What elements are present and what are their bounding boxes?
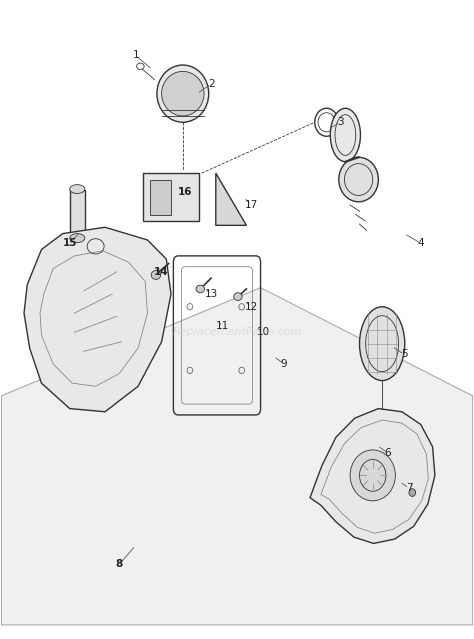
Text: 9: 9 [281, 359, 287, 369]
Polygon shape [1, 288, 473, 625]
Text: 15: 15 [63, 238, 77, 248]
Text: 17: 17 [245, 200, 258, 210]
Text: 5: 5 [401, 350, 408, 360]
Text: 12: 12 [245, 302, 258, 312]
Ellipse shape [330, 108, 360, 162]
Ellipse shape [151, 270, 161, 279]
Bar [150, 180, 171, 215]
Text: 8: 8 [116, 560, 123, 569]
Ellipse shape [162, 72, 204, 116]
Polygon shape [216, 173, 246, 226]
Ellipse shape [350, 450, 395, 501]
Text: 10: 10 [256, 327, 270, 337]
Ellipse shape [157, 65, 209, 122]
Bar [70, 190, 85, 238]
Ellipse shape [196, 285, 204, 293]
Polygon shape [24, 227, 171, 412]
Text: 1: 1 [132, 50, 139, 61]
Text: 4: 4 [418, 238, 424, 248]
Text: 11: 11 [216, 321, 229, 331]
Text: 3: 3 [337, 118, 344, 127]
Ellipse shape [339, 157, 378, 202]
Text: 2: 2 [208, 79, 214, 89]
Ellipse shape [70, 185, 85, 194]
Ellipse shape [234, 293, 242, 300]
Text: 7: 7 [406, 483, 412, 493]
Text: 13: 13 [204, 289, 218, 299]
Text: 16: 16 [178, 187, 192, 197]
Ellipse shape [409, 489, 416, 497]
Text: 14: 14 [155, 267, 169, 277]
Ellipse shape [70, 234, 85, 243]
Bar [143, 173, 199, 221]
Text: 6: 6 [384, 448, 391, 458]
Polygon shape [310, 408, 435, 543]
Ellipse shape [359, 307, 405, 381]
Text: ReplacementParts.com: ReplacementParts.com [172, 327, 302, 337]
